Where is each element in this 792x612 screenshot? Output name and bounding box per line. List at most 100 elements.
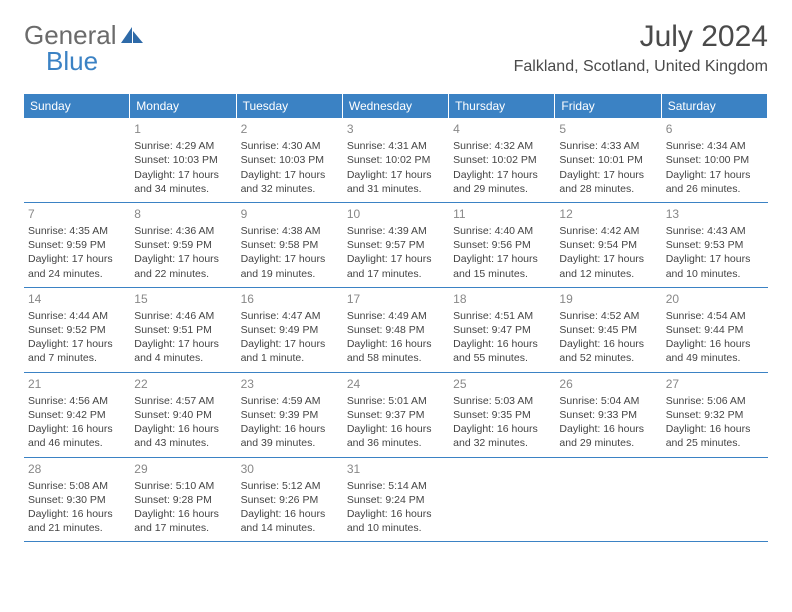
daylight-text: Daylight: 16 hours and 55 minutes. [453,337,551,365]
brand-logo-line2: Blue [24,46,98,77]
weekday-header: Thursday [449,94,555,118]
day-number: 26 [559,376,657,392]
daylight-text: Daylight: 16 hours and 39 minutes. [241,422,339,450]
sunrise-text: Sunrise: 4:49 AM [347,309,445,323]
calendar-cell: 11 Sunrise: 4:40 AMSunset: 9:56 PMDayligh… [449,203,555,288]
daylight-text: Daylight: 17 hours and 26 minutes. [666,168,764,196]
calendar-cell: 6 Sunrise: 4:34 AMSunset: 10:00 PMDayligh… [662,118,768,203]
daylight-text: Daylight: 17 hours and 34 minutes. [134,168,232,196]
day-number: 29 [134,461,232,477]
day-number: 27 [666,376,764,392]
calendar-cell: 25Sunrise: 5:03 AMSunset: 9:35 PMDayligh… [449,373,555,458]
daylight-text: Daylight: 17 hours and 29 minutes. [453,168,551,196]
day-number: 25 [453,376,551,392]
daylight-text: Daylight: 17 hours and 10 minutes. [666,252,764,280]
daylight-text: Daylight: 16 hours and 29 minutes. [559,422,657,450]
calendar-cell: 7Sunrise: 4:35 AMSunset: 9:59 PMDaylight… [24,203,130,288]
sunset-text: Sunset: 9:52 PM [28,323,126,337]
daylight-text: Daylight: 16 hours and 21 minutes. [28,507,126,535]
sunset-text: Sunset: 9:51 PM [134,323,232,337]
daylight-text: Daylight: 16 hours and 14 minutes. [241,507,339,535]
weekday-header: Friday [555,94,661,118]
sunrise-text: Sunrise: 4:43 AM [666,224,764,238]
calendar-cell: 31Sunrise: 5:14 AMSunset: 9:24 PMDayligh… [343,458,449,543]
day-number: 3 [347,121,445,137]
month-title: July 2024 [514,20,768,54]
calendar-cell: 1Sunrise: 4:29 AMSunset: 10:03 PMDayligh… [130,118,236,203]
calendar-cell-empty [449,458,555,543]
sunrise-text: Sunrise: 4:47 AM [241,309,339,323]
sunrise-text: Sunrise: 4:34 AM [666,139,764,153]
sunset-text: Sunset: 9:44 PM [666,323,764,337]
day-number: 19 [559,291,657,307]
calendar-cell: 16Sunrise: 4:47 AMSunset: 9:49 PMDayligh… [237,288,343,373]
day-number: 11 [453,206,551,222]
day-number: 20 [666,291,764,307]
sunset-text: Sunset: 9:39 PM [241,408,339,422]
sunset-text: Sunset: 9:47 PM [453,323,551,337]
day-number: 18 [453,291,551,307]
daylight-text: Daylight: 17 hours and 31 minutes. [347,168,445,196]
title-block: July 2024 Falkland, Scotland, United Kin… [514,20,768,76]
day-number: 28 [28,461,126,477]
sunset-text: Sunset: 9:45 PM [559,323,657,337]
day-number: 4 [453,121,551,137]
sunrise-text: Sunrise: 4:57 AM [134,394,232,408]
daylight-text: Daylight: 17 hours and 32 minutes. [241,168,339,196]
sunrise-text: Sunrise: 4:32 AM [453,139,551,153]
sunset-text: Sunset: 10:03 PM [134,153,232,167]
day-number: 9 [241,206,339,222]
sunset-text: Sunset: 9:58 PM [241,238,339,252]
sunset-text: Sunset: 9:57 PM [347,238,445,252]
day-number: 14 [28,291,126,307]
daylight-text: Daylight: 17 hours and 1 minute. [241,337,339,365]
calendar-cell: 8Sunrise: 4:36 AMSunset: 9:59 PMDaylight… [130,203,236,288]
daylight-text: Daylight: 16 hours and 52 minutes. [559,337,657,365]
weekday-header: Wednesday [343,94,449,118]
calendar-cell: 22Sunrise: 4:57 AMSunset: 9:40 PMDayligh… [130,373,236,458]
sunrise-text: Sunrise: 4:40 AM [453,224,551,238]
day-number: 7 [28,206,126,222]
daylight-text: Daylight: 16 hours and 10 minutes. [347,507,445,535]
sunset-text: Sunset: 9:56 PM [453,238,551,252]
calendar-cell: 12Sunrise: 4:42 AMSunset: 9:54 PMDayligh… [555,203,661,288]
sunrise-text: Sunrise: 4:42 AM [559,224,657,238]
calendar-cell: 21Sunrise: 4:56 AMSunset: 9:42 PMDayligh… [24,373,130,458]
day-number: 24 [347,376,445,392]
day-number: 23 [241,376,339,392]
sunrise-text: Sunrise: 4:31 AM [347,139,445,153]
daylight-text: Daylight: 16 hours and 36 minutes. [347,422,445,450]
sunrise-text: Sunrise: 4:38 AM [241,224,339,238]
calendar-cell: 15Sunrise: 4:46 AMSunset: 9:51 PMDayligh… [130,288,236,373]
calendar-cell: 13 Sunrise: 4:43 AMSunset: 9:53 PMDayligh… [662,203,768,288]
calendar-cell-empty [555,458,661,543]
daylight-text: Daylight: 17 hours and 15 minutes. [453,252,551,280]
page-header: General July 2024 Falkland, Scotland, Un… [24,20,768,76]
sunrise-text: Sunrise: 5:01 AM [347,394,445,408]
sunrise-text: Sunrise: 4:51 AM [453,309,551,323]
sunset-text: Sunset: 9:24 PM [347,493,445,507]
daylight-text: Daylight: 17 hours and 22 minutes. [134,252,232,280]
weekday-header: Saturday [662,94,768,118]
daylight-text: Daylight: 17 hours and 12 minutes. [559,252,657,280]
sunrise-text: Sunrise: 4:46 AM [134,309,232,323]
calendar-grid: SundayMondayTuesdayWednesdayThursdayFrid… [24,94,768,542]
sunset-text: Sunset: 10:00 PM [666,153,764,167]
sunset-text: Sunset: 9:53 PM [666,238,764,252]
sunrise-text: Sunrise: 5:14 AM [347,479,445,493]
calendar-cell: 30Sunrise: 5:12 AMSunset: 9:26 PMDayligh… [237,458,343,543]
weekday-header: Monday [130,94,236,118]
brand-part2: Blue [46,46,98,77]
calendar-cell: 5Sunrise: 4:33 AMSunset: 10:01 PMDayligh… [555,118,661,203]
sunset-text: Sunset: 9:37 PM [347,408,445,422]
sunset-text: Sunset: 9:59 PM [134,238,232,252]
calendar-cell: 20Sunrise: 4:54 AMSunset: 9:44 PMDayligh… [662,288,768,373]
day-number: 13 [666,206,764,222]
calendar-cell: 23Sunrise: 4:59 AMSunset: 9:39 PMDayligh… [237,373,343,458]
location-text: Falkland, Scotland, United Kingdom [514,58,768,76]
calendar-cell: 10Sunrise: 4:39 AMSunset: 9:57 PMDayligh… [343,203,449,288]
day-number: 2 [241,121,339,137]
daylight-text: Daylight: 17 hours and 28 minutes. [559,168,657,196]
sunset-text: Sunset: 9:32 PM [666,408,764,422]
day-number: 6 [666,121,764,137]
